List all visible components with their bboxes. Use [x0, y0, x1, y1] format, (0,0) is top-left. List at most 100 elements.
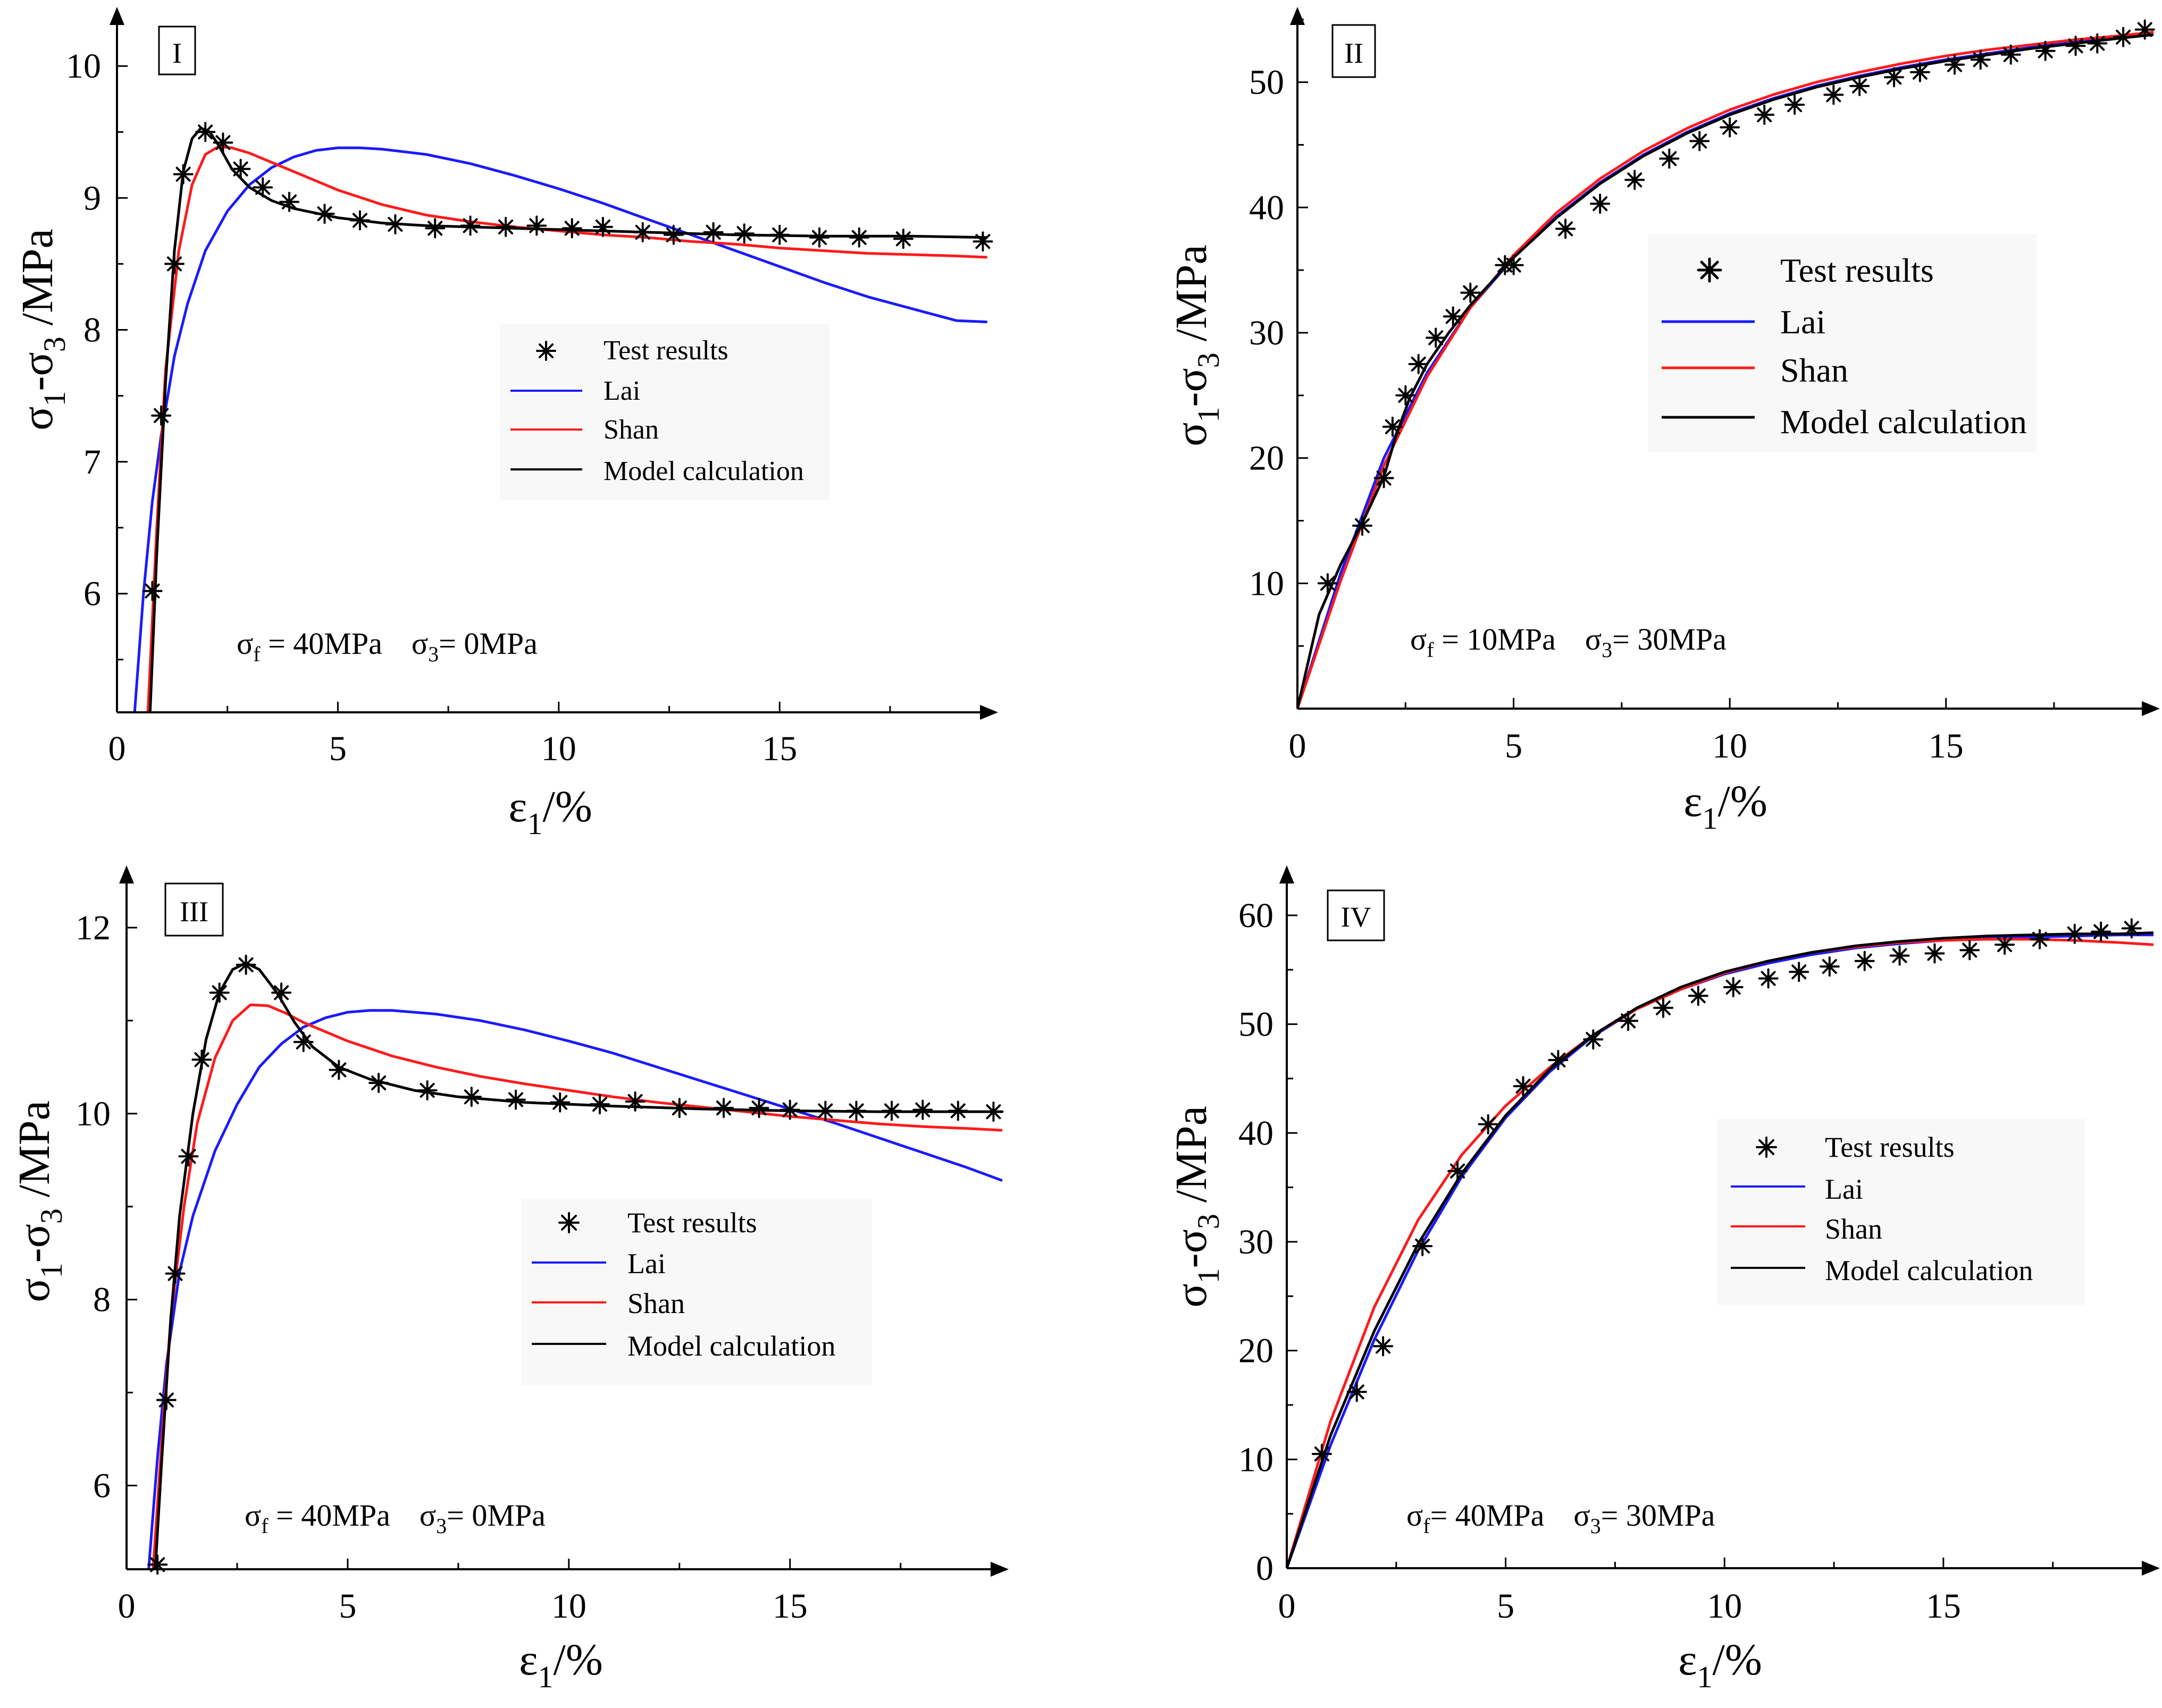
- y-axis-title-main: σ: [10, 1278, 59, 1302]
- note-sigma-f-value: = 40MPa: [261, 626, 382, 661]
- plot-area: [133, 122, 993, 713]
- note-sigma-3-symbol: σ: [420, 1498, 436, 1533]
- y-tick-label: 40: [1238, 1114, 1273, 1152]
- test-result-point: [1590, 193, 1611, 214]
- test-result-point: [349, 210, 370, 231]
- test-result-point: [2035, 40, 2056, 61]
- condition-note: σf = 40MPa σ3= 0MPa: [245, 1498, 546, 1538]
- test-result-point: [173, 164, 194, 184]
- test-result-point: [912, 1099, 933, 1120]
- test-result-point: [1447, 1160, 1468, 1181]
- legend-label-test: Test results: [604, 335, 728, 366]
- note-sigma-3-value: = 30MPa: [1612, 622, 1727, 657]
- x-axis-title-main: ε: [1678, 1635, 1697, 1685]
- test-result-point: [279, 191, 299, 212]
- x-axis-arrow: [2142, 701, 2160, 716]
- note-sigma-f-sub: f: [253, 642, 261, 666]
- note-sigma-f-value: = 40MPa: [269, 1498, 390, 1533]
- test-result-point: [882, 1100, 902, 1121]
- legend-marker-test: [536, 341, 556, 361]
- y-axis-title-mid: -σ: [13, 352, 62, 391]
- y-axis-title-tail: /MPa: [1167, 245, 1216, 352]
- test-result-point: [2030, 929, 2050, 949]
- x-tick-label: 15: [1929, 727, 1964, 765]
- test-result-point: [2000, 44, 2021, 65]
- panel-label: I: [172, 37, 182, 69]
- test-result-point: [893, 229, 914, 249]
- y-axis-title-sub-3: 3: [37, 336, 72, 352]
- test-result-point: [1849, 75, 1870, 96]
- test-result-point: [1503, 255, 1524, 275]
- y-axis-title: σ1-σ3 /MPa: [1167, 245, 1226, 447]
- x-axis-title: ε1/%: [1683, 777, 1767, 836]
- x-axis-title: ε1/%: [1678, 1635, 1762, 1694]
- y-axis-title-sub-1: 1: [1191, 1268, 1226, 1284]
- test-result-point: [425, 218, 446, 239]
- test-result-point: [1959, 940, 1980, 961]
- x-axis-title: ε1/%: [508, 782, 592, 841]
- axes: 0 5 10 15 0 10 20 30 40 50 60: [1238, 865, 2160, 1626]
- condition-note: σf= 40MPa σ3= 30MPa: [1406, 1498, 1715, 1538]
- test-result-point: [1653, 997, 1673, 1018]
- panel-label-frame: [1331, 24, 1376, 78]
- y-axis-title-main: σ: [1167, 1284, 1216, 1308]
- x-tick-label: 10: [541, 729, 576, 768]
- plot-area: [1285, 918, 2154, 1569]
- legend-label-test: Test results: [627, 1207, 757, 1239]
- test-result-point: [2087, 33, 2108, 54]
- panel-label: III: [180, 896, 208, 928]
- y-axis-title-sub-3: 3: [1191, 352, 1226, 368]
- panel-label-frame: [164, 882, 224, 937]
- test-result-point: [1548, 1050, 1569, 1071]
- x-tick-label: 10: [1707, 1587, 1742, 1626]
- test-result-point: [983, 1101, 1004, 1122]
- y-tick-label: 10: [1249, 564, 1284, 603]
- x-tick-label: 10: [1712, 727, 1747, 765]
- test-result-point: [1583, 1029, 1604, 1050]
- legend-label-model: Model calculation: [604, 456, 804, 486]
- test-result-point: [815, 1100, 836, 1121]
- legend-label-model: Model calculation: [1825, 1255, 2033, 1286]
- legend-marker-test: [558, 1212, 580, 1233]
- y-tick-label: 10: [76, 1095, 111, 1133]
- test-result-point: [846, 1100, 867, 1121]
- test-result-point: [2113, 27, 2134, 47]
- series-line-model-calculation: [1285, 931, 2154, 1569]
- test-result-point: [385, 214, 406, 234]
- test-result-point: [1945, 54, 1965, 75]
- plot-area: [147, 954, 1004, 1575]
- legend-label-test: Test results: [1780, 251, 1934, 289]
- y-axis-title-sub-3: 3: [1191, 1214, 1226, 1229]
- x-axis-title-tail: /%: [1712, 1635, 1762, 1685]
- test-result-point: [209, 982, 230, 1003]
- test-result-point: [1659, 148, 1680, 169]
- panel-label-box: III: [164, 882, 224, 937]
- test-result-point: [460, 215, 481, 236]
- y-tick-label: 20: [1249, 439, 1284, 478]
- test-result-point: [165, 1263, 186, 1284]
- note-sigma-f-symbol: σ: [237, 626, 253, 661]
- y-tick-label: 8: [93, 1281, 111, 1319]
- test-result-point: [1789, 962, 1809, 982]
- x-axis-title-tail: /%: [553, 1635, 602, 1685]
- panel-label-box: I: [158, 26, 196, 75]
- y-tick-label: 30: [1238, 1223, 1273, 1261]
- x-tick-label: 15: [1926, 1587, 1961, 1626]
- legend-background: [1717, 1119, 2084, 1305]
- y-axis-title-mid: -σ: [1167, 1229, 1216, 1268]
- x-axis-title-sub: 1: [527, 806, 542, 841]
- test-result-point: [1854, 950, 1875, 971]
- y-axis-title: σ1-σ3 /MPa: [10, 1100, 69, 1302]
- note-sigma-3-sub: 3: [1602, 638, 1612, 662]
- x-axis-title-tail: /%: [1717, 777, 1767, 826]
- plot-area: [1296, 19, 2155, 709]
- test-result-point: [1754, 104, 1775, 125]
- y-axis-arrow: [119, 865, 134, 884]
- test-result-point: [1346, 1382, 1367, 1402]
- test-result-point: [1688, 986, 1708, 1006]
- note-sigma-3-sub: 3: [436, 1514, 447, 1538]
- note-sigma-3-symbol: σ: [1573, 1498, 1590, 1533]
- note-sigma-f-sub: f: [261, 1514, 269, 1538]
